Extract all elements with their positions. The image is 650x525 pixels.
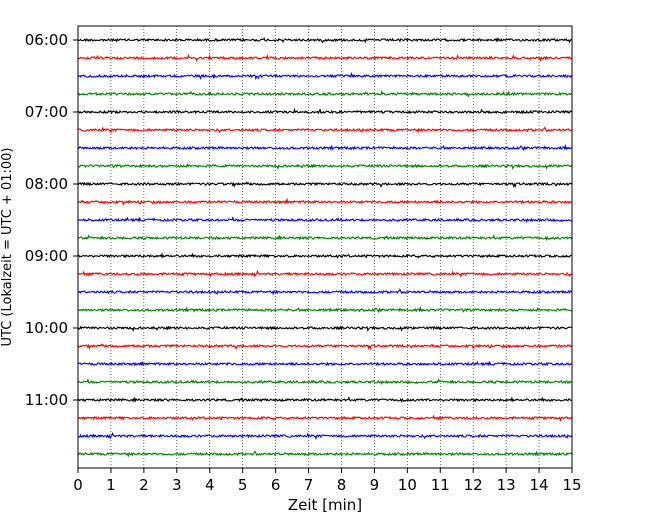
plot-frame	[77, 25, 573, 469]
y-tick-label: 07:00	[25, 103, 68, 121]
trace-0930	[77, 288, 573, 296]
trace-0900	[77, 252, 573, 260]
x-tick-label: 1	[106, 476, 116, 494]
x-axis-label: Zeit [min]	[288, 496, 362, 514]
trace-0845	[77, 234, 573, 242]
trace-0630	[77, 71, 573, 81]
trace-0645	[77, 89, 573, 98]
trace-1130	[77, 431, 573, 440]
x-tick-label: 4	[205, 476, 215, 494]
trace-0800	[77, 181, 573, 189]
y-axis: 06:00 07:00 08:00 09:00 10:00 11:00	[25, 31, 78, 409]
x-tick-label: 14	[530, 476, 549, 494]
trace-0730	[77, 143, 573, 152]
y-axis-label: UTC (Lokalzeit = UTC + 01:00)	[0, 148, 15, 347]
trace-0830	[77, 216, 573, 224]
x-axis: 0 1 2 3 4 5 6 7 8 9 10 11 12 13 14 15	[73, 468, 582, 494]
y-tick-label: 11:00	[25, 391, 68, 409]
trace-0600	[77, 36, 573, 44]
trace-1115	[77, 414, 573, 423]
x-tick-label: 10	[398, 476, 417, 494]
x-tick-label: 11	[431, 476, 450, 494]
x-tick-label: 6	[271, 476, 281, 494]
trace-1015	[77, 343, 573, 351]
trace-0815	[77, 197, 573, 206]
x-tick-label: 3	[172, 476, 182, 494]
y-tick-label: 10:00	[25, 319, 68, 337]
x-tick-label: 12	[464, 476, 483, 494]
x-tick-label: 15	[562, 476, 581, 494]
trace-0945	[77, 305, 573, 314]
trace-0745	[77, 163, 573, 171]
x-tick-label: 7	[304, 476, 314, 494]
trace-0700	[77, 107, 573, 115]
y-tick-label: 08:00	[25, 175, 68, 193]
trace-1100	[77, 396, 573, 404]
x-tick-label: 13	[497, 476, 516, 494]
trace-0615	[77, 53, 573, 63]
trace-1145	[77, 450, 573, 458]
y-tick-label: 09:00	[25, 247, 68, 265]
trace-1000	[77, 325, 573, 333]
y-tick-label: 06:00	[25, 31, 68, 49]
grid-lines	[77, 26, 573, 468]
x-tick-label: 0	[73, 476, 83, 494]
x-tick-label: 2	[139, 476, 149, 494]
seismic-traces	[77, 36, 573, 458]
trace-1030	[77, 360, 573, 367]
x-tick-label: 5	[238, 476, 248, 494]
trace-1045	[77, 378, 573, 386]
trace-0715	[77, 126, 573, 134]
x-tick-label: 8	[337, 476, 347, 494]
x-tick-label: 9	[370, 476, 380, 494]
trace-0915	[77, 269, 573, 279]
